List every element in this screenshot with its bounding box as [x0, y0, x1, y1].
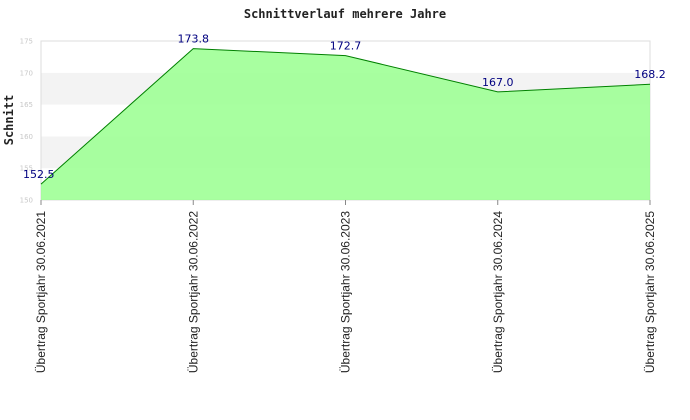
data-label: 173.8 — [178, 33, 210, 46]
area-fill — [41, 48, 650, 200]
x-tick-label: Übertrag Sportjahr 30.06.2023 — [339, 211, 353, 373]
y-tick-label: 150 — [20, 197, 33, 205]
data-label: 168.2 — [634, 68, 666, 81]
x-axis: Übertrag Sportjahr 30.06.2021 Übertrag Sp… — [34, 200, 657, 373]
y-tick-label: 165 — [20, 101, 33, 109]
data-label: 152.5 — [23, 168, 55, 181]
x-tick-label: Übertrag Sportjahr 30.06.2025 — [643, 211, 657, 373]
y-tick-label: 160 — [20, 133, 33, 141]
x-tick-label: Übertrag Sportjahr 30.06.2022 — [186, 211, 200, 373]
data-labels: 152.5 173.8 172.7 167.0 168.2 — [23, 33, 666, 181]
y-tick-label: 155 — [20, 165, 33, 173]
chart-title: Schnittverlauf mehrere Jahre — [244, 7, 446, 21]
data-label: 172.7 — [330, 40, 362, 53]
area-layer — [40, 48, 651, 200]
data-label: 167.0 — [482, 76, 514, 89]
series-line — [40, 48, 651, 185]
y-tick-label: 175 — [20, 38, 33, 46]
x-tick-label: Übertrag Sportjahr 30.06.2021 — [34, 211, 48, 373]
y-tick-label: 170 — [20, 69, 33, 77]
y-axis: 150 155 160 165 170 175 — [20, 38, 33, 205]
y-axis-title: Schnitt — [2, 95, 16, 146]
x-tick-label: Übertrag Sportjahr 30.06.2024 — [491, 211, 505, 373]
